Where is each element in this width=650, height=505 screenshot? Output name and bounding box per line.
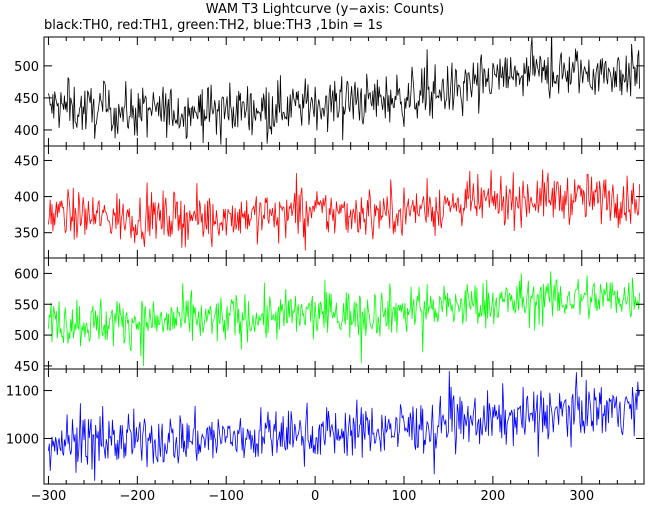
series-line-th2 xyxy=(48,271,640,367)
y-tick-label: 1100 xyxy=(6,385,39,400)
series-line-th3 xyxy=(48,371,640,481)
y-tick-label: 400 xyxy=(14,191,39,206)
x-tick-label: −300 xyxy=(31,489,67,504)
x-tick-label: 100 xyxy=(392,489,417,504)
chart-subtitle: black:TH0, red:TH1, green:TH2, blue:TH3 … xyxy=(44,18,383,33)
panel-frame-3 xyxy=(43,368,645,485)
chart-title: WAM T3 Lightcurve (y−axis: Counts) xyxy=(205,2,445,17)
series-line-th1 xyxy=(48,169,640,251)
y-tick-label: 350 xyxy=(14,227,39,242)
y-tick-label: 450 xyxy=(14,92,39,107)
x-tick-label: 200 xyxy=(480,489,505,504)
y-tick-label: 450 xyxy=(14,360,39,375)
x-tick-label: −100 xyxy=(208,489,244,504)
y-tick-label: 550 xyxy=(14,298,39,313)
y-tick-label: 1000 xyxy=(6,432,39,447)
x-tick-label: 0 xyxy=(311,489,319,504)
y-tick-label: 500 xyxy=(14,60,39,75)
y-tick-label: 600 xyxy=(14,267,39,282)
x-tick-label: 300 xyxy=(569,489,594,504)
y-tick-label: 400 xyxy=(14,124,39,139)
series-line-th0 xyxy=(48,37,640,145)
x-tick-label: −200 xyxy=(119,489,155,504)
y-tick-label: 500 xyxy=(14,329,39,344)
panel-frame-0 xyxy=(43,36,645,147)
y-tick-label: 450 xyxy=(14,154,39,169)
